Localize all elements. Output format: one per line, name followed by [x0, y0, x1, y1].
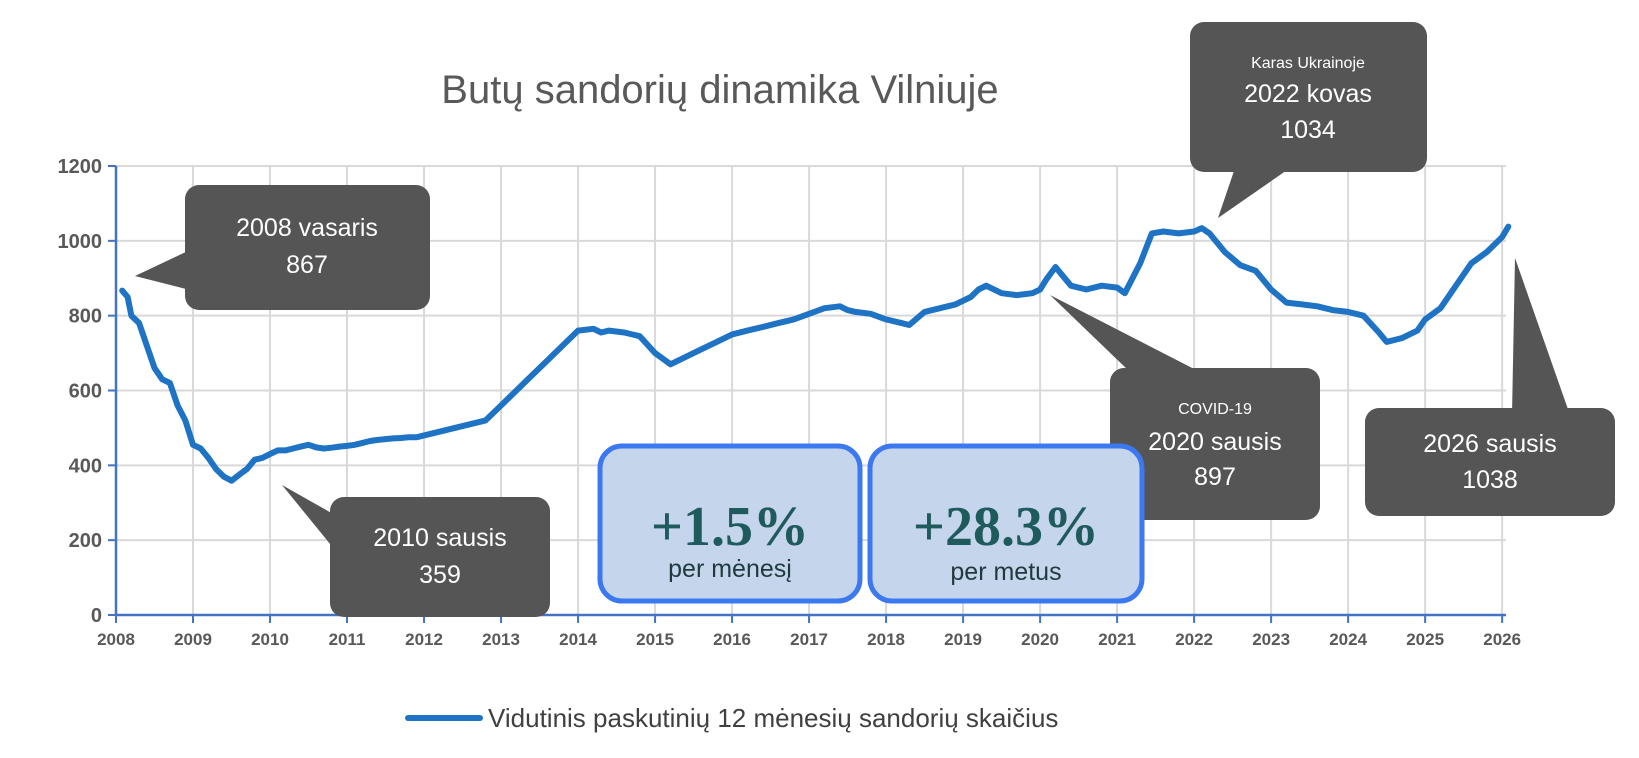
y-tick-label: 800 — [69, 306, 102, 328]
callout-2008-vasaris: 2008 vasaris 867 — [135, 185, 430, 310]
x-tick-label: 2024 — [1329, 630, 1367, 649]
x-tick-label: 2015 — [636, 630, 674, 649]
stat-yearly-value: +28.3% — [913, 496, 1099, 558]
x-tick-label: 2025 — [1406, 630, 1444, 649]
x-tick-label: 2008 — [97, 630, 135, 649]
x-tick-label: 2021 — [1098, 630, 1136, 649]
legend-label: Vidutinis paskutinių 12 mėnesių sandorių… — [488, 703, 1058, 733]
x-tick-labels: 2008 2009 2010 2011 2012 2013 2014 2015 2016 2017… — [97, 630, 1521, 649]
callout-2022-label: Karas Ukrainoje — [1251, 55, 1365, 72]
x-tick-label: 2017 — [790, 630, 828, 649]
callout-2026-sausis: 2026 sausis 1038 — [1365, 258, 1615, 516]
stat-monthly-value: +1.5% — [651, 496, 809, 558]
callout-2026-date: 2026 sausis — [1423, 430, 1556, 458]
y-tick-label: 1200 — [58, 156, 103, 178]
x-tick-label: 2011 — [329, 630, 366, 649]
x-tick-label: 2014 — [559, 630, 597, 649]
y-tick-labels: 0 200 400 600 800 1000 1200 — [58, 156, 103, 627]
x-tick-label: 2016 — [713, 630, 751, 649]
y-tick-label: 400 — [69, 455, 102, 477]
stat-monthly-label: per mėnesį — [668, 555, 792, 583]
x-tick-label: 2010 — [251, 630, 289, 649]
x-tick-label: 2022 — [1175, 630, 1213, 649]
x-tick-label: 2012 — [405, 630, 443, 649]
callout-2010-sausis: 2010 sausis 359 — [282, 485, 550, 617]
x-tick-label: 2026 — [1483, 630, 1521, 649]
stat-box-yearly: +28.3% per metus — [867, 443, 1145, 604]
callout-2020-label: COVID-19 — [1178, 401, 1252, 418]
callout-2020-value: 897 — [1194, 463, 1236, 491]
x-tick-label: 2013 — [482, 630, 520, 649]
callout-2008-value: 867 — [286, 251, 328, 279]
callout-2020-sausis: COVID-19 2020 sausis 897 — [1050, 295, 1320, 520]
stat-box-monthly: +1.5% per mėnesį — [597, 443, 863, 604]
x-tick-label: 2019 — [944, 630, 982, 649]
x-tick-label: 2023 — [1252, 630, 1290, 649]
callout-2022-value: 1034 — [1280, 116, 1336, 144]
callout-2008-date: 2008 vasaris — [236, 214, 378, 242]
legend: Vidutinis paskutinių 12 mėnesių sandorių… — [405, 703, 1058, 733]
chart-title: Butų sandorių dinamika Vilniuje — [441, 68, 998, 112]
x-tick-label: 2009 — [174, 630, 212, 649]
stat-yearly-label: per metus — [950, 558, 1061, 586]
series-line-avg-transactions — [119, 223, 1512, 484]
y-tick-label: 1000 — [58, 231, 103, 253]
callout-2020-date: 2020 sausis — [1148, 428, 1281, 456]
x-tick-label: 2018 — [867, 630, 905, 649]
callout-2022-kovas: Karas Ukrainoje 2022 kovas 1034 — [1190, 22, 1427, 218]
x-tick-label: 2020 — [1021, 630, 1059, 649]
y-tick-label: 0 — [91, 605, 102, 627]
callout-2010-value: 359 — [419, 561, 461, 589]
callout-2022-date: 2022 kovas — [1244, 80, 1372, 108]
y-tick-label: 200 — [69, 530, 102, 552]
y-tick-label: 600 — [69, 381, 102, 403]
callout-2026-value: 1038 — [1462, 466, 1518, 494]
callout-2010-date: 2010 sausis — [373, 524, 506, 552]
